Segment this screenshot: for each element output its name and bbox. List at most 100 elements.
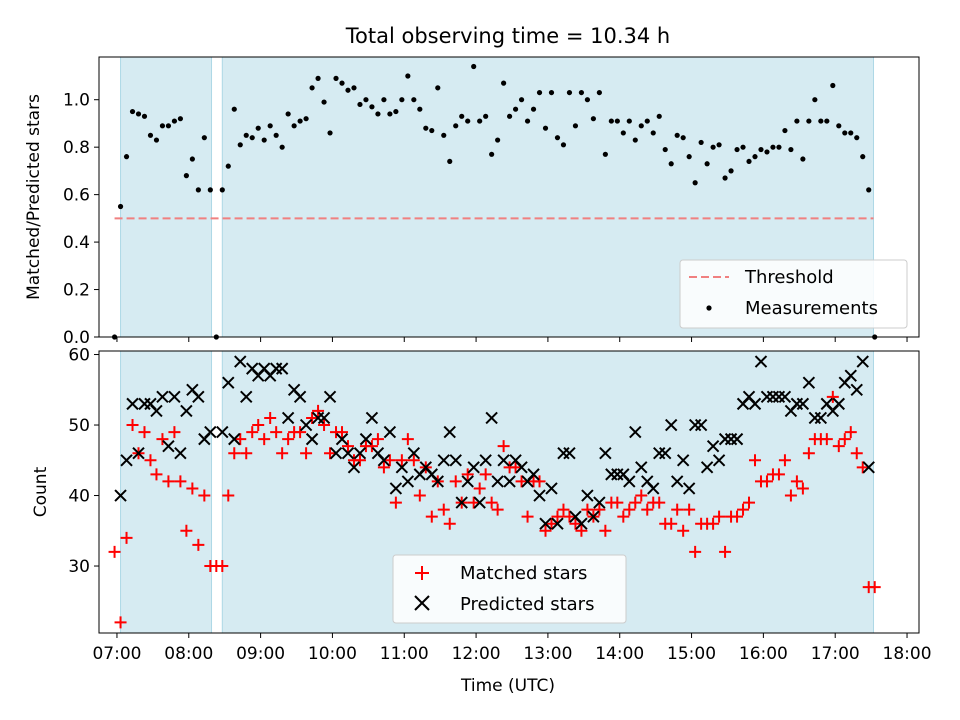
predicted-star-point — [323, 390, 337, 404]
predicted-star-point — [635, 461, 648, 474]
measurement-point — [237, 142, 243, 148]
predicted-star-point — [437, 454, 450, 467]
measurement-point — [662, 146, 668, 153]
matched-star-point — [108, 545, 121, 558]
predicted-star-point — [563, 447, 576, 460]
measurement-point — [303, 116, 309, 122]
measurement-point — [207, 187, 213, 193]
predicted-star-point — [575, 517, 588, 530]
matched-star-point — [377, 461, 390, 474]
predicted-star-point — [676, 454, 690, 467]
predicted-star-point — [862, 461, 875, 474]
matched-star-point — [234, 433, 247, 446]
matched-star-point — [790, 475, 803, 488]
measurement-point — [710, 144, 716, 150]
matched-star-point — [449, 475, 462, 488]
predicted-star-point — [317, 411, 331, 425]
measurement-point — [429, 127, 435, 134]
shaded-interval — [120, 56, 213, 338]
measurement-point — [842, 130, 848, 136]
predicted-star-point — [234, 355, 247, 368]
predicted-star-point — [449, 454, 462, 467]
measurement-point — [417, 106, 423, 112]
measurement-point — [495, 137, 501, 143]
predicted-star-point — [467, 461, 480, 474]
matched-star-point — [192, 538, 205, 551]
measurement-point — [716, 142, 722, 148]
matched-star-point — [569, 517, 582, 530]
matched-star-point — [593, 503, 606, 516]
measurement-point — [794, 118, 800, 124]
matched-star-point — [515, 475, 528, 488]
bottom-panel: 30 40 50 60 07:00 08:00 09:00 10:00 11:00 12:00 1… — [31, 346, 932, 696]
measurement-point — [345, 87, 351, 93]
top-measurement-points — [111, 63, 878, 340]
matched-star-point — [114, 616, 127, 629]
matched-star-point — [246, 426, 259, 439]
bottom-axes-frame — [98, 350, 920, 634]
measurement-point — [620, 130, 626, 136]
measurement-point — [261, 137, 267, 143]
matched-star-point — [641, 503, 654, 516]
matched-star-point — [222, 489, 235, 502]
matched-star-point — [120, 531, 133, 544]
measurements-legend-label: Measurements — [745, 298, 878, 319]
predicted-star-point — [593, 496, 606, 509]
matched-star-point — [671, 503, 684, 516]
predicted-star-point — [748, 397, 762, 411]
measurement-point — [692, 180, 698, 186]
measurement-point — [788, 146, 794, 153]
x-tick-label: 07:00 — [92, 644, 141, 664]
matched-star-point — [425, 510, 438, 523]
predicted-star-point — [150, 404, 163, 418]
y-tick-label: 1.0 — [63, 91, 90, 111]
predicted-star-point — [485, 411, 498, 425]
predicted-star-point — [377, 454, 391, 467]
matched-star-point — [683, 503, 696, 516]
matched-star-point — [509, 461, 522, 474]
predicted-star-point — [796, 397, 810, 411]
predicted-star-point — [844, 369, 857, 382]
predicted-star-point — [664, 418, 678, 432]
matched-star-point — [802, 447, 815, 460]
measurement-point — [506, 113, 513, 119]
y-tick-label: 60 — [68, 346, 90, 366]
measurement-point — [626, 118, 632, 124]
predicted-star-point — [275, 362, 289, 375]
y-tick-label: 40 — [68, 487, 90, 507]
measurement-point — [135, 111, 142, 117]
measurement-point — [405, 73, 411, 79]
predicted-star-point — [659, 447, 672, 460]
predicted-star-point — [293, 390, 307, 404]
predicted-star-point — [347, 461, 361, 474]
measurement-point — [369, 104, 375, 110]
matched-star-point — [264, 411, 277, 424]
matched-star-point — [228, 447, 241, 460]
measurement-point — [165, 123, 172, 129]
measurement-point — [518, 97, 525, 103]
predicted-star-point — [353, 447, 367, 460]
measurement-point — [465, 118, 471, 124]
predicted-star-point — [431, 475, 444, 488]
matched-star-point — [826, 390, 839, 403]
matched-star-point — [617, 510, 630, 523]
measurement-point — [770, 144, 776, 150]
y-tick-label: 0.8 — [63, 138, 90, 158]
matched-star-point — [252, 419, 265, 432]
predicted-star-point — [126, 397, 139, 411]
predicted-star-point — [479, 454, 492, 467]
matched-star-point — [611, 496, 624, 509]
matched-star-point — [784, 489, 797, 502]
matched-star-point — [138, 426, 151, 439]
bottom-x-ticks: 07:00 08:00 09:00 10:00 11:00 12:00 13:00 14:00… — [92, 633, 932, 664]
predicted-star-point — [228, 432, 241, 446]
predicted-star-point — [132, 447, 145, 460]
matched-star-point — [677, 524, 690, 537]
x-tick-label: 14:00 — [595, 644, 644, 664]
x-tick-label: 15:00 — [667, 644, 716, 664]
predicted-star-point — [497, 454, 510, 467]
measurement-point — [734, 146, 740, 153]
predicted-star-point — [533, 489, 546, 502]
measurement-point — [117, 203, 124, 210]
matched-star-point — [467, 496, 480, 509]
